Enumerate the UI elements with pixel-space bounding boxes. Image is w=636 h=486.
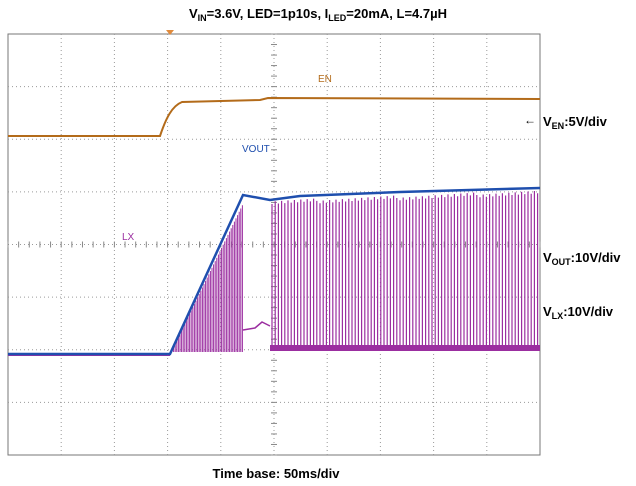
en-trace bbox=[8, 96, 541, 137]
scale-sub: EN bbox=[552, 121, 565, 131]
title-part: V bbox=[189, 6, 198, 21]
channel-label: LX bbox=[122, 232, 135, 243]
scale-sub: LX bbox=[552, 311, 564, 321]
scale-label: VOUT:10V/div bbox=[543, 250, 621, 267]
scale-part: V bbox=[543, 114, 552, 129]
scale-part: :10V/div bbox=[571, 250, 622, 265]
scale-label: VEN:5V/div bbox=[543, 114, 608, 131]
lx-floor bbox=[270, 345, 540, 351]
scale-part: V bbox=[543, 250, 552, 265]
scale-label: VLX:10V/div bbox=[543, 304, 614, 321]
title-part: =3.6V, LED=1p10s, I bbox=[207, 6, 329, 21]
scale-part: V bbox=[543, 304, 552, 319]
scale-sub: OUT bbox=[552, 257, 572, 267]
footer: Time base: 50ms/div bbox=[213, 466, 341, 481]
title-sub: LED bbox=[328, 13, 347, 23]
channel-label: EN bbox=[318, 74, 332, 85]
title-part: =20mA, L=4.7µH bbox=[346, 6, 447, 21]
scale-part: :5V/div bbox=[564, 114, 607, 129]
lx-trace bbox=[8, 191, 540, 356]
title: VIN=3.6V, LED=1p10s, ILED=20mA, L=4.7µH bbox=[189, 6, 447, 23]
arrow: ← bbox=[524, 113, 536, 127]
scale-part: :10V/div bbox=[563, 304, 614, 319]
channel-label: VOUT bbox=[242, 144, 270, 155]
trigger-marker bbox=[166, 30, 174, 35]
vout-trace bbox=[8, 186, 541, 356]
title-sub: IN bbox=[198, 13, 207, 23]
lx-gap bbox=[242, 321, 271, 331]
